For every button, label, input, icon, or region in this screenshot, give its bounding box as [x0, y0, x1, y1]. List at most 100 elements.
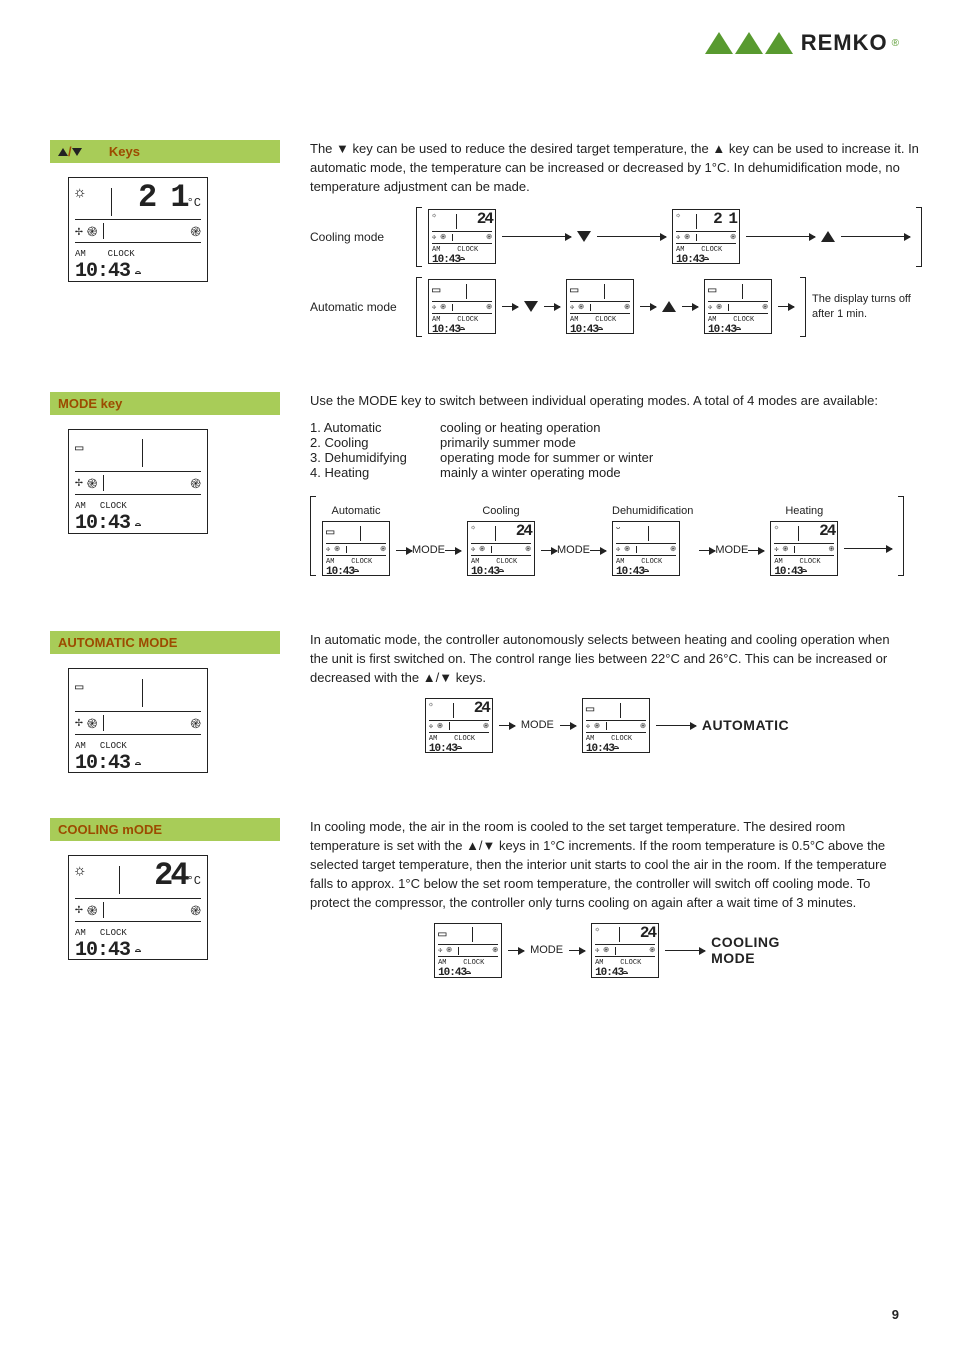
fan-icon: [75, 902, 83, 917]
list-desc: cooling or heating operation: [440, 420, 600, 435]
list-item: 4. Heatingmainly a winter operating mode: [310, 465, 904, 480]
swirl-icon: [624, 303, 630, 312]
mode-lcd: AM CLOCK10:43: [68, 429, 208, 534]
col-label: Cooling: [467, 505, 535, 517]
lcd-mini: AM CLOCK10:43: [582, 698, 650, 753]
side-note: The display turns off after 1 min.: [812, 292, 922, 321]
mode-btn: MODE: [521, 719, 554, 731]
auto-header: AUTOMATIC MODE: [50, 631, 280, 654]
list-num: 3. Dehumidifying: [310, 450, 440, 465]
swirl-icon: [380, 545, 386, 554]
swirl-icon: [334, 545, 340, 554]
page-number: 9: [892, 1307, 899, 1322]
sun-icon: [75, 184, 85, 202]
lcd-mini: AM CLOCK10:43: [704, 279, 772, 334]
lcd-mini: AM CLOCK10:43: [566, 279, 634, 334]
sun-icon: [595, 926, 599, 934]
list-num: 2. Cooling: [310, 435, 440, 450]
fan-icon: [432, 233, 436, 242]
fan-icon: [75, 224, 83, 239]
am-label: AM: [75, 501, 86, 511]
automatic-mode-flow: Automatic mode AM CLOCK10:43 AM CLOCK10:…: [310, 277, 922, 337]
time-value: 10:43: [75, 939, 130, 962]
time-value: 10:43: [75, 752, 130, 775]
flow-label: Cooling mode: [310, 230, 410, 244]
mode-cycle-flow: Automatic AM CLOCK10:43 MODE Cooling 24A…: [310, 496, 904, 576]
drop-icon: [616, 524, 620, 532]
temp-unit: °C: [187, 874, 201, 888]
mode-body: Use the MODE key to switch between indiv…: [310, 392, 904, 411]
swirl-icon: [440, 233, 446, 242]
lcd-mini: 24AM CLOCK10:43: [770, 521, 838, 576]
auto-lcd: AMCLOCK10:43: [68, 668, 208, 773]
up-key-icon: [662, 301, 676, 312]
section-keys: / ▲/▼ Keys Keys 2 1°C AM CLOCK 10:43: [50, 140, 904, 347]
swirl-icon: [603, 946, 609, 955]
sun-icon: [676, 212, 680, 220]
list-desc: mainly a winter operating mode: [440, 465, 621, 480]
auto-icon: [75, 675, 83, 698]
fan-icon: [432, 303, 436, 312]
lcd-mini: 24AM CLOCK10:43: [425, 698, 493, 753]
swirl-icon: [762, 303, 768, 312]
swirl-icon: [190, 474, 201, 492]
mode-list: 1. Automaticcooling or heating operation…: [310, 420, 904, 480]
result-label: AUTOMATIC: [702, 717, 789, 733]
keys-lcd: 2 1°C AM CLOCK 10:43: [68, 177, 208, 282]
swirl-icon: [483, 722, 489, 731]
sun-icon: [774, 524, 778, 532]
clock-label: CLOCK: [100, 501, 127, 511]
mode-header: MODE key: [50, 392, 280, 415]
cool-lcd: 24°C AMCLOCK10:43: [68, 855, 208, 960]
swirl-icon: [486, 233, 492, 242]
swirl-icon: [640, 722, 646, 731]
sun-icon: [432, 212, 436, 220]
lcd-mini: 24AM CLOCK10:43: [591, 923, 659, 978]
list-num: 1. Automatic: [310, 420, 440, 435]
temp: 2 1: [713, 212, 736, 226]
temp-value: 2 1: [138, 179, 187, 216]
fan-icon: [75, 715, 83, 730]
auto-icon: [586, 701, 594, 718]
swirl-icon: [190, 222, 201, 240]
lcd-mini: 2 1 AM CLOCK10:43: [672, 209, 740, 264]
temp: 24: [819, 524, 834, 538]
logo-text: REMKO: [801, 30, 888, 56]
list-item: 3. Dehumidifyingoperating mode for summe…: [310, 450, 904, 465]
lcd-mini: AM CLOCK10:43: [322, 521, 390, 576]
mode-btn: MODE: [715, 544, 748, 556]
swirl-icon: [649, 946, 655, 955]
col-label: Automatic: [322, 505, 390, 517]
auto-icon: [570, 282, 578, 299]
lcd-mini: 24 AM CLOCK10:43: [428, 209, 496, 264]
list-item: 1. Automaticcooling or heating operation: [310, 420, 904, 435]
fan-icon: [616, 545, 620, 554]
time-value: 10:43: [75, 512, 130, 535]
auto-icon: [438, 926, 446, 943]
keys-header: / ▲/▼ Keys Keys: [50, 140, 280, 163]
cool-body: In cooling mode, the air in the room is …: [310, 818, 904, 912]
swirl-icon: [578, 303, 584, 312]
swirl-icon: [190, 901, 201, 919]
clock-label: CLOCK: [100, 928, 127, 938]
temp: 24: [516, 524, 531, 538]
fan-icon: [676, 233, 680, 242]
lcd-mini: 24AM CLOCK10:43: [467, 521, 535, 576]
swirl-icon: [594, 722, 600, 731]
temp: 24: [640, 926, 655, 940]
auto-flow: 24AM CLOCK10:43 MODE AM CLOCK10:43 AUTOM…: [310, 698, 904, 753]
swirl-icon: [829, 545, 835, 554]
mode-btn: MODE: [412, 544, 445, 556]
lcd-mini: AM CLOCK10:43: [434, 923, 502, 978]
list-desc: primarily summer mode: [440, 435, 576, 450]
cool-flow: AM CLOCK10:43 MODE 24AM CLOCK10:43 COOLI…: [310, 923, 904, 978]
swirl-icon: [486, 303, 492, 312]
auto-icon: [75, 436, 83, 459]
section-mode: MODE key AM CLOCK10:43 Use the MODE key t…: [50, 392, 904, 587]
fan-icon: [708, 303, 712, 312]
auto-body: In automatic mode, the controller autono…: [310, 631, 904, 688]
up-icon: [58, 148, 68, 156]
fan-icon: [774, 545, 778, 554]
fan-icon: [595, 946, 599, 955]
keys-body: The ▼ key can be used to reduce the desi…: [310, 140, 922, 197]
